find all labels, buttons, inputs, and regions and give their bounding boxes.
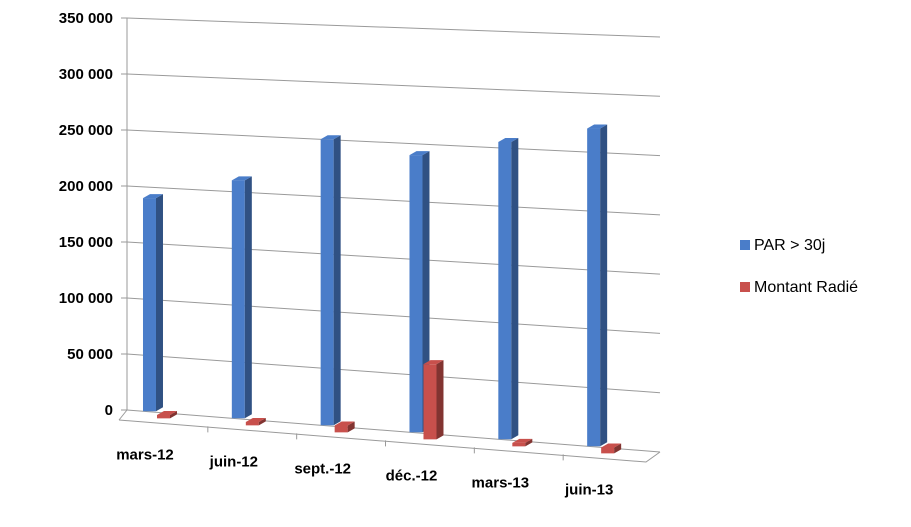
bar-radie-top (334, 421, 355, 426)
gridline (126, 73, 661, 97)
x-tick-label: déc.-12 (386, 467, 438, 484)
legend-label: PAR > 30j (754, 237, 825, 254)
bar-radie-side (525, 438, 533, 447)
legend: PAR > 30j Montant Radié (740, 237, 858, 296)
bar-par-front (142, 198, 156, 412)
bar-radie-front (334, 425, 348, 433)
bar-par-front (409, 155, 423, 433)
bar-par-side (333, 135, 341, 426)
x-tick-label: mars-12 (116, 446, 174, 463)
bar-radie-top (245, 417, 266, 422)
bar-par-top (587, 124, 608, 129)
bar-par-top (142, 194, 163, 199)
y-tick-label: 50 000 (67, 346, 113, 363)
bar-radie-side (436, 360, 444, 440)
floor-edge-left (118, 409, 128, 421)
bar-radie-side (169, 410, 177, 419)
bar-radie-side (614, 443, 622, 454)
legend-label: Montant Radié (754, 279, 858, 296)
x-tick-label: sept.-12 (294, 460, 351, 477)
legend-swatch (740, 282, 750, 292)
x-tick-label: juin-12 (209, 453, 258, 470)
bar-radie-front (423, 364, 437, 440)
y-tick-label: 0 (105, 402, 113, 419)
bar-par-front (231, 180, 245, 419)
bar-radie-top (512, 438, 533, 443)
legend-swatch (740, 240, 750, 250)
bar-par-side (600, 124, 608, 447)
bar-par-top (409, 151, 430, 156)
bar-par-side (511, 137, 519, 440)
y-tick-label: 300 000 (59, 66, 113, 83)
y-tick-label: 150 000 (59, 234, 113, 251)
bar-par-top (320, 135, 341, 140)
chart-walls (118, 18, 661, 463)
gridline (126, 185, 661, 216)
bar-radie-front (245, 421, 259, 426)
gridline (126, 409, 661, 453)
bar-par-front (587, 128, 601, 447)
y-tick-label: 250 000 (59, 122, 113, 139)
bar-radie-side (258, 417, 266, 426)
x-axis-ticks: mars-12 juin-12 sept.-12 déc.-12 mars-13 juin… (116, 446, 613, 498)
bar-par-front (320, 139, 334, 426)
y-tick-label: 200 000 (59, 178, 113, 195)
bar-radie-front (601, 447, 615, 454)
y-axis-ticks: 0 50 000 100 000 150 000 200 000 250 000 300 0… (59, 10, 113, 419)
floor-edge (118, 419, 661, 463)
gridline (126, 17, 661, 38)
grid-lines (121, 17, 661, 453)
bar-par-top (498, 137, 519, 142)
bar-par-top (231, 176, 252, 181)
gridline (126, 353, 661, 394)
bar-radie-front (156, 414, 170, 419)
x-tick-label: juin-13 (564, 481, 613, 498)
bar-par-side (244, 176, 252, 419)
y-tick-label: 350 000 (59, 10, 113, 27)
bar-par-front (498, 141, 512, 440)
bar-radie-top (156, 410, 177, 415)
bar-radie-front (512, 442, 526, 447)
gridline (126, 129, 661, 157)
x-tick-label: mars-13 (472, 474, 530, 491)
y-tick-label: 100 000 (59, 290, 113, 307)
bar-radie-side (347, 421, 355, 433)
bar-radie-top (423, 360, 444, 365)
gridline (126, 297, 661, 334)
bars (142, 124, 622, 454)
gridline (126, 241, 661, 275)
bar-radie-top (601, 443, 622, 448)
bar-par-side (155, 194, 163, 412)
